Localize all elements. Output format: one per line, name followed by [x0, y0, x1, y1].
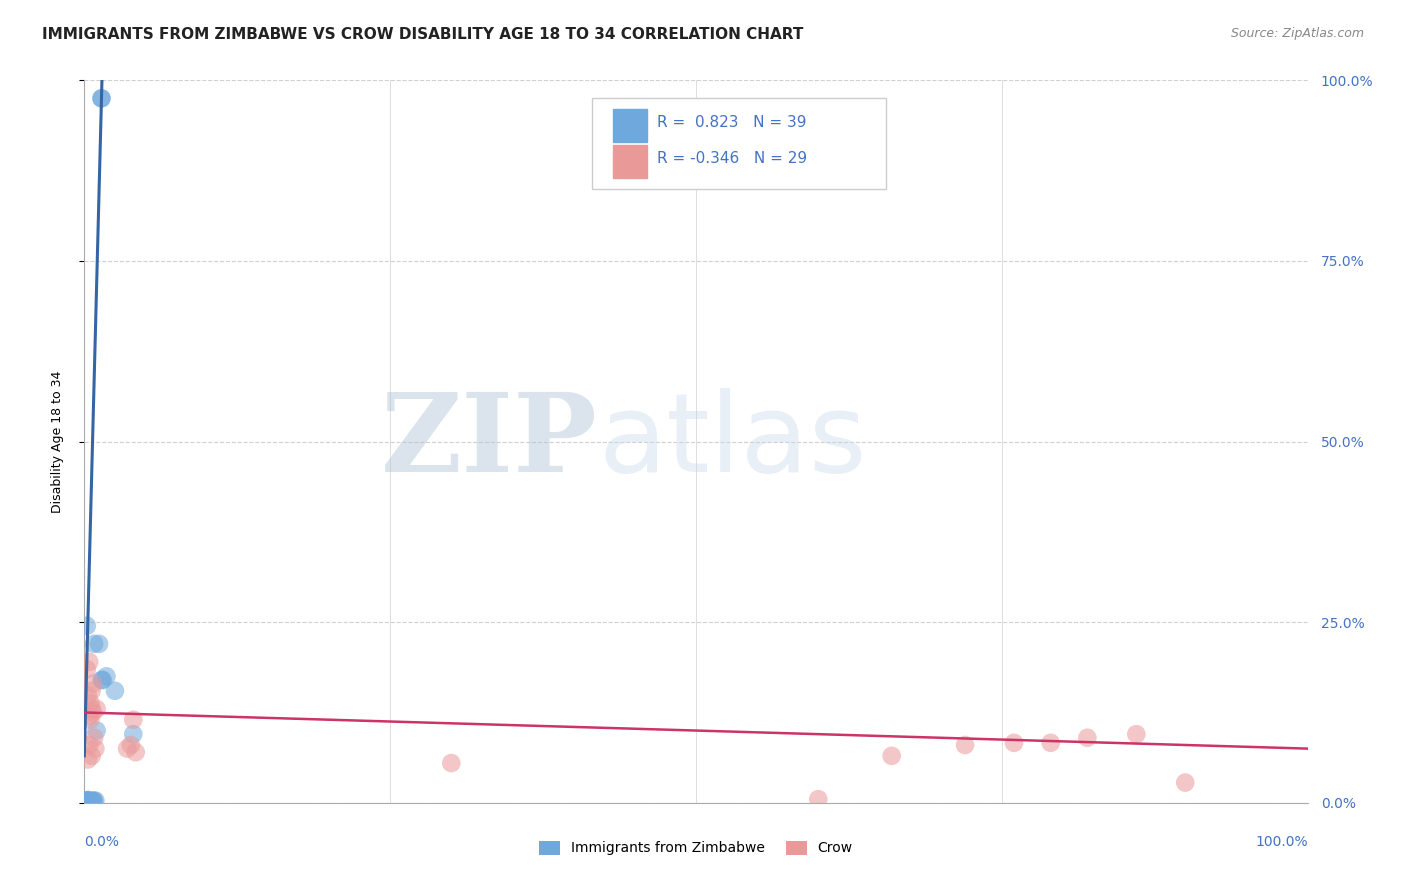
Point	[77, 794, 100, 808]
Point	[104, 683, 127, 698]
Point	[75, 796, 97, 810]
Point	[76, 619, 98, 633]
FancyBboxPatch shape	[592, 98, 886, 189]
Point	[83, 637, 105, 651]
Point	[77, 709, 100, 723]
Point	[77, 738, 100, 752]
Text: 0.0%: 0.0%	[84, 835, 120, 849]
Point	[75, 795, 97, 809]
Point	[79, 713, 101, 727]
Point	[80, 683, 103, 698]
Point	[75, 796, 97, 810]
Point	[76, 794, 98, 808]
Point	[77, 794, 100, 808]
Text: atlas: atlas	[598, 388, 866, 495]
Point	[77, 752, 100, 766]
Point	[76, 796, 98, 810]
Text: 100.0%: 100.0%	[1256, 835, 1308, 849]
Point	[80, 794, 103, 808]
Point	[77, 655, 100, 669]
Point	[90, 673, 112, 687]
Text: ZIP: ZIP	[381, 388, 598, 495]
Point	[86, 723, 108, 738]
Point	[80, 702, 103, 716]
Point	[82, 794, 104, 808]
Point	[76, 795, 98, 809]
Point	[79, 795, 101, 809]
Point	[90, 91, 112, 105]
Point	[84, 794, 107, 808]
Point	[87, 637, 110, 651]
Point	[1125, 727, 1147, 741]
Point	[91, 673, 114, 687]
Point	[82, 794, 104, 808]
Point	[86, 702, 108, 716]
Point	[807, 792, 830, 806]
Point	[76, 794, 98, 808]
Point	[75, 795, 97, 809]
Point	[1039, 736, 1062, 750]
Point	[1076, 731, 1098, 745]
Legend: Immigrants from Zimbabwe, Crow: Immigrants from Zimbabwe, Crow	[533, 835, 859, 861]
Text: R =  0.823   N = 39: R = 0.823 N = 39	[657, 115, 806, 129]
Text: IMMIGRANTS FROM ZIMBABWE VS CROW DISABILITY AGE 18 TO 34 CORRELATION CHART: IMMIGRANTS FROM ZIMBABWE VS CROW DISABIL…	[42, 27, 804, 42]
Point	[115, 741, 138, 756]
Point	[1002, 736, 1025, 750]
Point	[125, 745, 148, 759]
Point	[1174, 775, 1197, 789]
Point	[96, 669, 118, 683]
Text: R = -0.346   N = 29: R = -0.346 N = 29	[657, 151, 807, 166]
Point	[120, 738, 142, 752]
Point	[77, 689, 100, 703]
Point	[77, 795, 100, 809]
Point	[83, 731, 105, 745]
Point	[77, 793, 100, 807]
Point	[83, 794, 105, 808]
Point	[75, 796, 97, 810]
Point	[82, 706, 104, 720]
Point	[75, 796, 97, 810]
Point	[122, 713, 145, 727]
Point	[76, 662, 98, 676]
Point	[76, 794, 98, 808]
Point	[79, 696, 101, 710]
Point	[75, 794, 97, 808]
Point	[75, 795, 97, 809]
Point	[880, 748, 903, 763]
Text: Source: ZipAtlas.com: Source: ZipAtlas.com	[1230, 27, 1364, 40]
Point	[75, 796, 97, 810]
Point	[77, 794, 100, 808]
Point	[79, 794, 101, 808]
Point	[80, 748, 103, 763]
Point	[953, 738, 976, 752]
Point	[82, 676, 104, 690]
Point	[440, 756, 463, 770]
Point	[75, 795, 97, 809]
Point	[84, 741, 107, 756]
Point	[77, 794, 100, 808]
Bar	[613, 109, 647, 142]
Point	[75, 794, 97, 808]
Y-axis label: Disability Age 18 to 34: Disability Age 18 to 34	[51, 370, 63, 513]
Point	[76, 795, 98, 809]
Bar	[613, 145, 647, 178]
Point	[122, 727, 145, 741]
